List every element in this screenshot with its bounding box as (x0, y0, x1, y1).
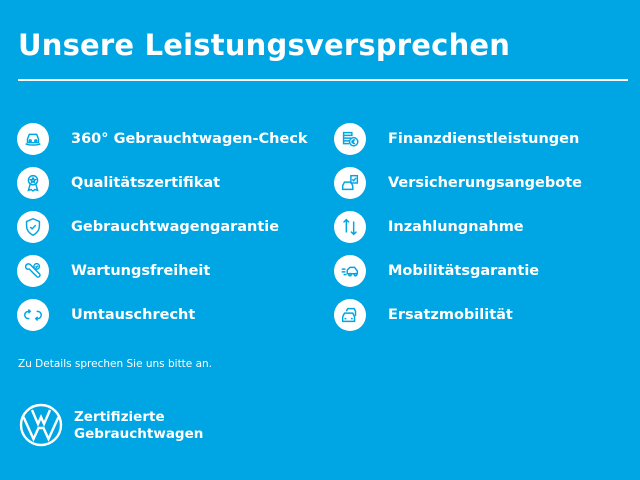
item-label: Finanzdienstleistungen (388, 131, 580, 147)
item-label: Versicherungsangebote (388, 175, 583, 191)
item-label: Gebrauchtwagengarantie (71, 219, 280, 235)
brand-line-1: Zertifizierte (74, 409, 165, 425)
certificate-badge-icon (17, 167, 49, 199)
vw-logo (19, 403, 63, 447)
list-item: Gebrauchtwagengarantie (17, 205, 308, 249)
replacement-cars-icon (334, 299, 366, 331)
list-item: Finanzdienstleistungen (334, 117, 582, 161)
list-item: Versicherungsangebote (334, 161, 582, 205)
list-item: Inzahlungnahme (334, 205, 582, 249)
right-service-list: Finanzdienstleistungen Versicherungsange… (334, 117, 582, 337)
up-down-arrows-icon (334, 211, 366, 243)
left-service-list: 360° Gebrauchtwagen-Check Qualitätszerti… (17, 117, 308, 337)
list-item: Ersatzmobilität (334, 293, 582, 337)
brand-text: Zertifizierte Gebrauchtwagen (74, 409, 203, 443)
car-insurance-icon (334, 167, 366, 199)
details-note: Zu Details sprechen Sie uns bitte an. (18, 358, 213, 370)
page-title: Unsere Leistungsversprechen (18, 28, 511, 62)
list-item: Mobilitätsgarantie (334, 249, 582, 293)
item-label: 360° Gebrauchtwagen-Check (71, 131, 308, 147)
list-item: Wartungsfreiheit (17, 249, 308, 293)
car-360-icon (17, 123, 49, 155)
coins-euro-icon (334, 123, 366, 155)
list-item: 360° Gebrauchtwagen-Check (17, 117, 308, 161)
item-label: Mobilitätsgarantie (388, 263, 540, 279)
towing-car-icon (334, 255, 366, 287)
list-item: Umtauschrecht (17, 293, 308, 337)
item-label: Umtauschrecht (71, 307, 196, 323)
shield-check-icon (17, 211, 49, 243)
item-label: Wartungsfreiheit (71, 263, 211, 279)
list-item: Qualitätszertifikat (17, 161, 308, 205)
exchange-arrows-icon (17, 299, 49, 331)
title-divider (18, 79, 628, 81)
brand-line-2: Gebrauchtwagen (74, 426, 204, 442)
item-label: Qualitätszertifikat (71, 175, 221, 191)
item-label: Inzahlungnahme (388, 219, 524, 235)
wrench-check-icon (17, 255, 49, 287)
item-label: Ersatzmobilität (388, 307, 513, 323)
